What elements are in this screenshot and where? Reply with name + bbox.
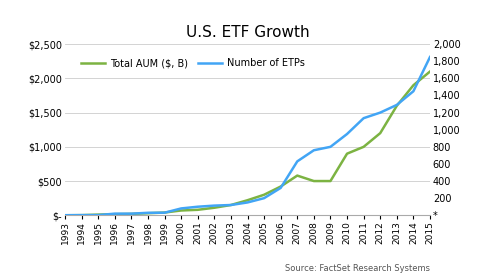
Text: Source: FactSet Research Systems: Source: FactSet Research Systems	[285, 264, 430, 273]
Number of ETPs	[212, 204, 218, 207]
Total AUM ($, B)	[128, 212, 134, 216]
Number of ETPs	[427, 55, 433, 59]
Number of ETPs	[294, 160, 300, 163]
Total AUM ($, B)	[328, 179, 334, 183]
Number of ETPs	[278, 186, 283, 190]
Number of ETPs	[394, 103, 400, 107]
Total AUM ($, B)	[178, 209, 184, 212]
Number of ETPs	[145, 211, 151, 214]
Number of ETPs	[228, 203, 234, 207]
Total AUM ($, B)	[261, 193, 267, 197]
Number of ETPs	[178, 207, 184, 210]
Total AUM ($, B)	[95, 213, 101, 216]
Line: Number of ETPs: Number of ETPs	[65, 57, 430, 215]
Number of ETPs	[78, 213, 84, 217]
Number of ETPs	[194, 205, 200, 208]
Number of ETPs	[360, 116, 366, 120]
Number of ETPs	[328, 145, 334, 148]
Total AUM ($, B)	[145, 212, 151, 215]
Total AUM ($, B)	[78, 214, 84, 217]
Number of ETPs	[62, 214, 68, 217]
Line: Total AUM ($, B): Total AUM ($, B)	[65, 71, 430, 215]
Number of ETPs	[377, 111, 383, 114]
Total AUM ($, B)	[244, 198, 250, 202]
Total AUM ($, B)	[344, 152, 350, 155]
Number of ETPs	[112, 212, 118, 215]
Total AUM ($, B)	[360, 145, 366, 148]
Total AUM ($, B)	[228, 203, 234, 207]
Total AUM ($, B)	[62, 214, 68, 217]
Total AUM ($, B)	[194, 208, 200, 211]
Total AUM ($, B)	[377, 131, 383, 135]
Total AUM ($, B)	[394, 104, 400, 107]
Number of ETPs	[311, 148, 317, 152]
Number of ETPs	[261, 197, 267, 200]
Total AUM ($, B)	[212, 206, 218, 209]
Title: U.S. ETF Growth: U.S. ETF Growth	[186, 25, 310, 40]
Total AUM ($, B)	[162, 211, 168, 214]
Number of ETPs	[128, 212, 134, 215]
Total AUM ($, B)	[278, 185, 283, 188]
Number of ETPs	[95, 213, 101, 217]
Number of ETPs	[410, 89, 416, 93]
Total AUM ($, B)	[112, 213, 118, 216]
Total AUM ($, B)	[410, 84, 416, 87]
Legend: Total AUM ($, B), Number of ETPs: Total AUM ($, B), Number of ETPs	[77, 54, 309, 72]
Number of ETPs	[344, 132, 350, 136]
Number of ETPs	[162, 211, 168, 214]
Total AUM ($, B)	[311, 179, 317, 183]
Total AUM ($, B)	[294, 174, 300, 177]
Number of ETPs	[244, 201, 250, 204]
Total AUM ($, B)	[427, 70, 433, 73]
